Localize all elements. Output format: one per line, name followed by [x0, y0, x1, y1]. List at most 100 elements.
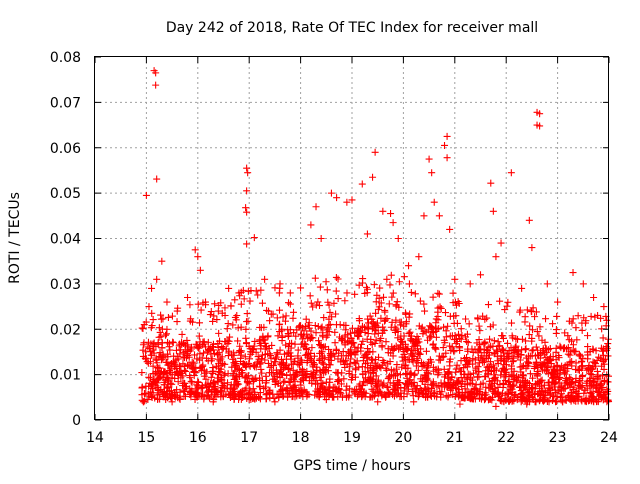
data-point	[372, 363, 380, 371]
data-point	[384, 388, 392, 396]
data-point	[564, 332, 572, 340]
data-point	[507, 169, 515, 177]
data-point	[295, 323, 303, 331]
data-point	[371, 148, 379, 156]
data-point	[181, 387, 189, 395]
data-point	[579, 371, 587, 379]
data-point	[286, 371, 294, 379]
data-point	[491, 389, 499, 397]
data-point	[254, 291, 262, 299]
data-point	[559, 398, 567, 406]
data-point	[147, 340, 155, 348]
axis-ticks	[94, 56, 610, 421]
data-point	[282, 312, 290, 320]
data-point	[249, 346, 257, 354]
data-point	[157, 315, 165, 323]
data-point	[502, 369, 510, 377]
data-point	[521, 313, 529, 321]
data-point	[467, 394, 475, 402]
data-point	[284, 393, 292, 401]
data-point	[325, 328, 333, 336]
data-point	[307, 221, 315, 229]
data-point	[596, 391, 604, 399]
data-point	[377, 334, 385, 342]
data-point	[196, 350, 204, 358]
data-point	[324, 331, 332, 339]
data-point	[307, 327, 315, 335]
data-point	[589, 395, 597, 403]
data-point	[260, 336, 268, 344]
data-point	[584, 343, 592, 351]
data-point	[278, 385, 286, 393]
data-point	[276, 320, 284, 328]
data-point	[381, 316, 389, 324]
data-point	[206, 311, 214, 319]
data-point	[508, 388, 516, 396]
data-point	[356, 380, 364, 388]
data-point	[412, 362, 420, 370]
data-point	[219, 359, 227, 367]
data-point	[335, 376, 343, 384]
data-point	[476, 327, 484, 335]
data-point	[450, 346, 458, 354]
data-point	[296, 378, 304, 386]
data-point	[212, 393, 220, 401]
data-point	[358, 363, 366, 371]
data-point	[506, 396, 514, 404]
data-point	[351, 290, 359, 298]
data-point	[409, 358, 417, 366]
data-point	[446, 225, 454, 233]
data-point	[385, 373, 393, 381]
data-point	[214, 377, 222, 385]
data-point	[523, 400, 531, 408]
data-point	[437, 304, 445, 312]
data-point	[400, 273, 408, 281]
data-point	[312, 329, 320, 337]
data-point	[556, 342, 564, 350]
data-point	[528, 347, 536, 355]
data-point	[569, 269, 577, 277]
data-point	[203, 354, 211, 362]
data-point	[322, 278, 330, 286]
data-point	[507, 362, 515, 370]
data-point	[418, 359, 426, 367]
data-point	[469, 355, 477, 363]
data-point	[590, 293, 598, 301]
data-point	[500, 381, 508, 389]
data-point	[461, 361, 469, 369]
data-point	[489, 386, 497, 394]
data-point	[481, 389, 489, 397]
data-point	[210, 312, 218, 320]
data-point	[442, 371, 450, 379]
data-point	[533, 371, 541, 379]
data-point	[231, 296, 239, 304]
data-point	[333, 194, 341, 202]
data-point	[194, 253, 202, 261]
data-point	[574, 312, 582, 320]
data-point	[202, 298, 210, 306]
data-point	[244, 169, 252, 177]
data-point	[460, 393, 468, 401]
data-point	[599, 372, 607, 380]
data-point	[541, 338, 549, 346]
data-point	[540, 359, 548, 367]
x-tick-label: 19	[343, 430, 361, 446]
data-point	[168, 380, 176, 388]
data-point	[526, 370, 534, 378]
data-point	[602, 394, 610, 402]
data-point	[188, 358, 196, 366]
data-point	[351, 390, 359, 398]
data-point	[172, 346, 180, 354]
data-point	[523, 306, 531, 314]
data-point	[392, 383, 400, 391]
data-point	[544, 379, 552, 387]
data-point	[173, 367, 181, 375]
data-point	[421, 372, 429, 380]
data-point	[314, 298, 322, 306]
data-point	[227, 302, 235, 310]
data-point	[404, 364, 412, 372]
data-point	[446, 355, 454, 363]
data-point	[163, 298, 171, 306]
data-point	[313, 363, 321, 371]
data-point	[429, 293, 437, 301]
